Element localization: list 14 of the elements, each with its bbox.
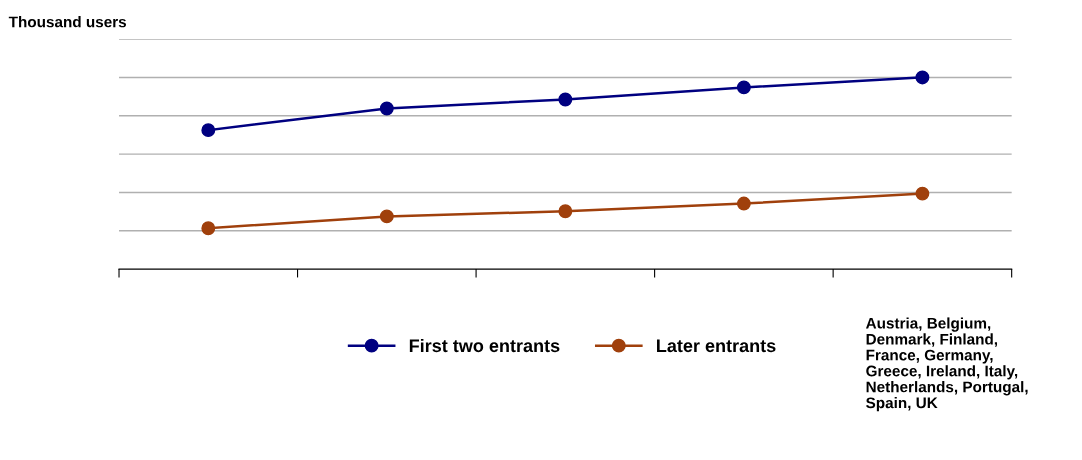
point	[201, 123, 216, 138]
point	[558, 204, 573, 219]
point	[736, 196, 751, 211]
point	[379, 209, 394, 224]
point	[379, 101, 394, 116]
text: Austria, Belgium, Denmark, Finland, France, Germany, Greece, Ireland, Italy, Netherlands, Portugal, Spain, UK	[865, 317, 1028, 412]
point	[736, 80, 751, 95]
y-axis-title: Thousand users	[8, 16, 127, 28]
point	[201, 221, 216, 236]
legend-label: Later entrants	[657, 339, 776, 353]
point	[915, 70, 930, 85]
point	[558, 92, 573, 107]
point	[915, 186, 930, 201]
legend-label: First two entrants	[409, 338, 560, 353]
